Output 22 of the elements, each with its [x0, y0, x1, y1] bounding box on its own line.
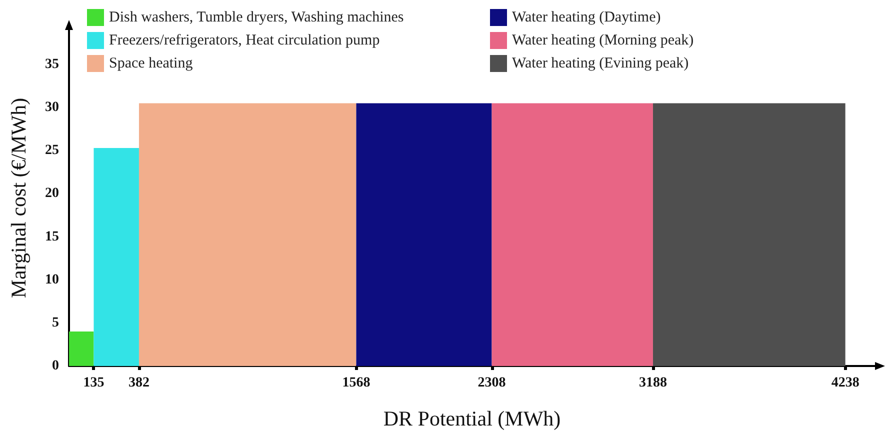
x-tick-label: 382: [128, 376, 150, 390]
x-tick-label: 3188: [638, 376, 667, 390]
y-tick-label: 5: [52, 315, 59, 330]
y-tick-label: 35: [45, 56, 59, 72]
y-tick-label: 30: [45, 100, 59, 116]
y-tick-label: 25: [45, 143, 59, 158]
y-tick-label: 15: [45, 229, 59, 244]
x-tick-label: 135: [83, 376, 104, 390]
legend-label: Water heating (Evining peak): [512, 56, 689, 72]
legend-label: Water heating (Daytime): [512, 10, 661, 26]
legend-label: Dish washers, Tumble dryers, Washing machines: [109, 10, 404, 26]
x-tick-label: 1568: [342, 376, 370, 390]
legend-label: Water heating (Morning peak): [512, 32, 694, 48]
legend-label: Freezers/refrigerators, Heat circulation pump: [109, 32, 380, 48]
y-axis-title: Marginal cost (€/MWh): [6, 98, 30, 298]
y-tick-label: 10: [45, 272, 59, 288]
y-tick-label: 0: [52, 358, 59, 374]
legend-label: Space heating: [109, 56, 194, 72]
x-axis-title: DR Potential (MWh): [383, 406, 561, 430]
y-tick-label: 20: [45, 186, 59, 202]
x-tick-label: 4238: [831, 376, 860, 390]
x-tick-label: 2308: [478, 376, 506, 390]
